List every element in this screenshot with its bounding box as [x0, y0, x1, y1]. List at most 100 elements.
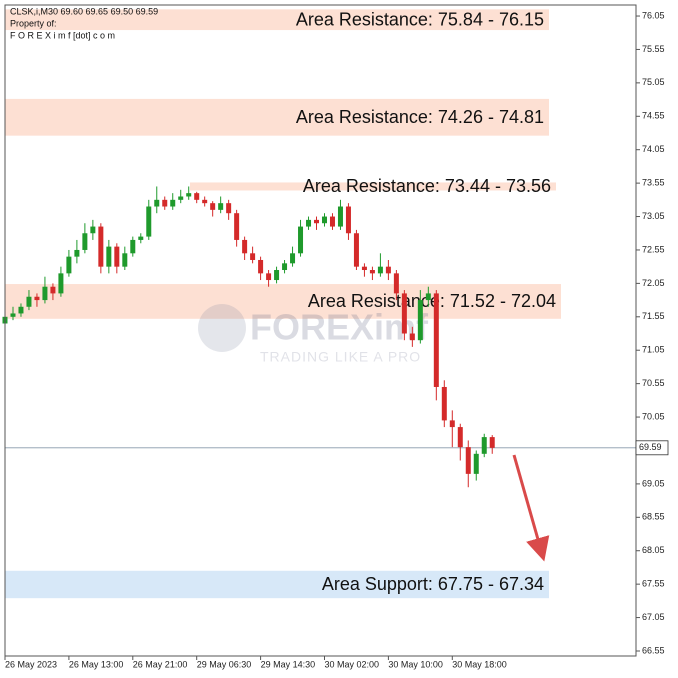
- y-tick-label: 72.55: [642, 244, 665, 254]
- candle-body: [266, 273, 272, 281]
- y-tick-label: 74.55: [642, 111, 665, 121]
- price-label-box: [635, 440, 669, 456]
- candle-body: [441, 386, 447, 421]
- candle-body: [345, 206, 351, 234]
- candle-body: [26, 296, 32, 307]
- candle-body: [306, 219, 312, 227]
- candle-body: [210, 203, 216, 210]
- y-tick-label: 69.05: [642, 478, 665, 488]
- candle-body: [393, 273, 399, 294]
- candle-body: [202, 199, 208, 204]
- y-tick-label: 73.55: [642, 177, 665, 187]
- zone-label: Area Resistance: 75.84 - 76.15: [296, 9, 544, 29]
- candle-body: [481, 437, 487, 454]
- candle-body: [226, 203, 232, 214]
- plot-border: [4, 4, 637, 657]
- watermark-text: FOREXimf: [250, 307, 429, 348]
- candle-body: [50, 286, 56, 294]
- candle-body: [146, 206, 152, 237]
- candle-body: [290, 253, 296, 264]
- candle-body: [90, 226, 96, 234]
- candle-body: [425, 293, 431, 301]
- x-tick-label: 30 May 10:00: [388, 659, 443, 669]
- candle-body: [377, 266, 383, 274]
- y-tick-label: 67.05: [642, 612, 665, 622]
- candle-body: [409, 333, 415, 341]
- candle-body: [242, 239, 248, 254]
- candle-body: [130, 239, 136, 254]
- x-tick-label: 26 May 13:00: [69, 659, 124, 669]
- y-tick-label: 71.05: [642, 345, 665, 355]
- candle-body: [298, 226, 304, 254]
- candle-body: [10, 313, 16, 317]
- candle-body: [186, 193, 192, 197]
- y-tick-label: 66.55: [642, 645, 665, 655]
- x-tick-label: 30 May 02:00: [324, 659, 379, 669]
- candle-body: [250, 253, 256, 260]
- x-tick-label: 30 May 18:00: [452, 659, 507, 669]
- candle-body: [178, 196, 184, 200]
- candle-body: [258, 259, 264, 274]
- candle-body: [282, 263, 288, 271]
- owner: F O R E X i m f [dot] c o m: [10, 30, 115, 40]
- candle-body: [66, 256, 72, 274]
- candle-body: [473, 453, 479, 474]
- symbol-info: CLSK,i,M30 69.60 69.65 69.50 69.59: [10, 6, 158, 16]
- y-tick-label: 71.55: [642, 311, 665, 321]
- zone: [5, 98, 549, 136]
- candle-body: [42, 286, 48, 301]
- candle-body: [218, 203, 224, 210]
- candle-body: [433, 293, 439, 387]
- candle-body: [369, 270, 375, 274]
- watermark-logo: [198, 304, 246, 352]
- candle-body: [34, 296, 40, 301]
- candle-body: [329, 216, 335, 227]
- zone: [5, 284, 561, 319]
- candle-body: [353, 233, 359, 267]
- candle-body: [401, 293, 407, 334]
- candle-body: [234, 213, 240, 240]
- y-tick-label: 75.05: [642, 77, 665, 87]
- price-label: 69.59: [639, 442, 662, 452]
- candle-body: [337, 206, 343, 227]
- y-tick-label: 70.05: [642, 411, 665, 421]
- candle-body: [457, 427, 463, 448]
- candle-body: [58, 273, 64, 294]
- candle-body: [82, 233, 88, 250]
- candle-body: [489, 437, 495, 448]
- y-tick-label: 73.05: [642, 211, 665, 221]
- y-tick-label: 74.05: [642, 144, 665, 154]
- y-tick-label: 72.05: [642, 278, 665, 288]
- zone: [5, 570, 549, 599]
- zone-label: Area Resistance: 73.44 - 73.56: [303, 176, 551, 196]
- candle-body: [114, 246, 120, 267]
- candle-body: [314, 219, 320, 224]
- candle-body: [154, 199, 160, 207]
- candle-body: [194, 193, 200, 200]
- y-tick-label: 67.55: [642, 579, 665, 589]
- candle-body: [138, 236, 144, 240]
- candle-body: [385, 266, 391, 274]
- candle-body: [162, 199, 168, 207]
- watermark-slogan: TRADING LIKE A PRO: [260, 349, 421, 365]
- arrow: [512, 454, 550, 562]
- candle-body: [106, 246, 112, 267]
- candle-body: [98, 226, 104, 267]
- candle-body: [465, 447, 471, 474]
- candle-body: [321, 216, 327, 224]
- zone-label: Area Resistance: 74.26 - 74.81: [296, 107, 544, 127]
- candle-body: [18, 306, 24, 314]
- candle-body: [417, 300, 423, 341]
- candle-body: [170, 199, 176, 207]
- zone-label: Area Support: 67.75 - 67.34: [322, 574, 544, 594]
- candle-body: [74, 249, 80, 257]
- x-tick-label: 26 May 21:00: [133, 659, 188, 669]
- watermark: FOREXimf TRADING LIKE A PRO: [198, 304, 429, 365]
- y-tick-label: 70.55: [642, 378, 665, 388]
- y-tick-label: 76.05: [642, 10, 665, 20]
- x-tick-label: 26 May 2023: [5, 659, 57, 669]
- candle-body: [449, 420, 455, 428]
- candle-body: [361, 266, 367, 271]
- y-tick-label: 75.55: [642, 44, 665, 54]
